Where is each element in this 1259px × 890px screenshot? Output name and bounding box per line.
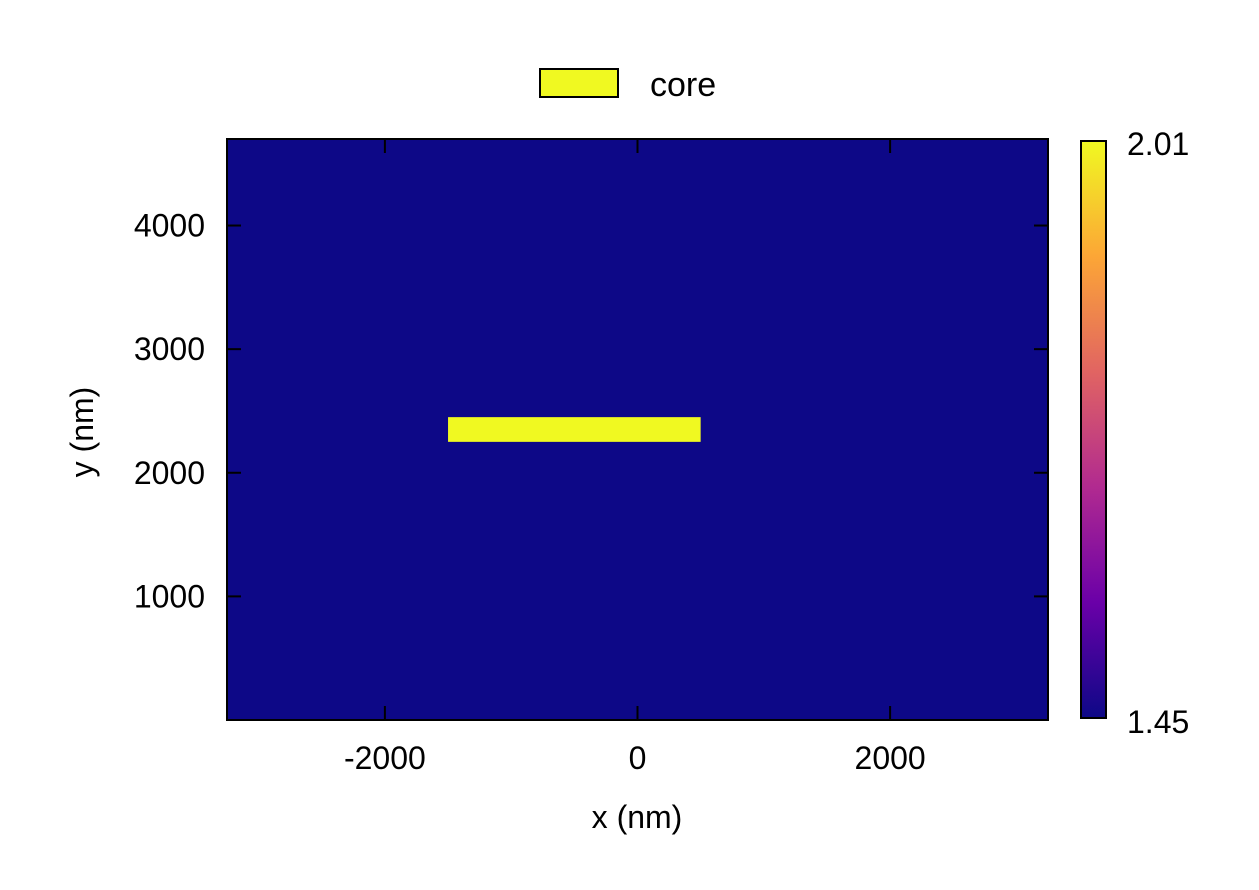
x-tick-label: 0 bbox=[629, 740, 647, 776]
plot-frame bbox=[226, 138, 1049, 721]
x-axis-label: x (nm) bbox=[592, 799, 683, 835]
legend-label-core: core bbox=[650, 66, 716, 104]
y-tick-label: 1000 bbox=[134, 578, 205, 614]
colorbar: 2.01 1.45 bbox=[1080, 126, 1189, 740]
plot-area: -2000 0 2000 1000 2000 3000 4000 bbox=[134, 138, 1049, 776]
x-tick-label: -2000 bbox=[344, 740, 426, 776]
y-axis-label: y (nm) bbox=[64, 387, 100, 478]
y-tick-label: 4000 bbox=[134, 208, 205, 244]
legend: core bbox=[539, 66, 716, 104]
y-tick-label: 3000 bbox=[134, 331, 205, 367]
core-region bbox=[448, 417, 701, 442]
x-tick-label: 2000 bbox=[855, 740, 926, 776]
colorbar-gradient bbox=[1080, 140, 1107, 719]
colorbar-min-label: 1.45 bbox=[1127, 704, 1189, 740]
legend-swatch-core bbox=[539, 68, 619, 98]
y-tick-label: 2000 bbox=[134, 455, 205, 491]
colorbar-max-label: 2.01 bbox=[1127, 126, 1189, 162]
